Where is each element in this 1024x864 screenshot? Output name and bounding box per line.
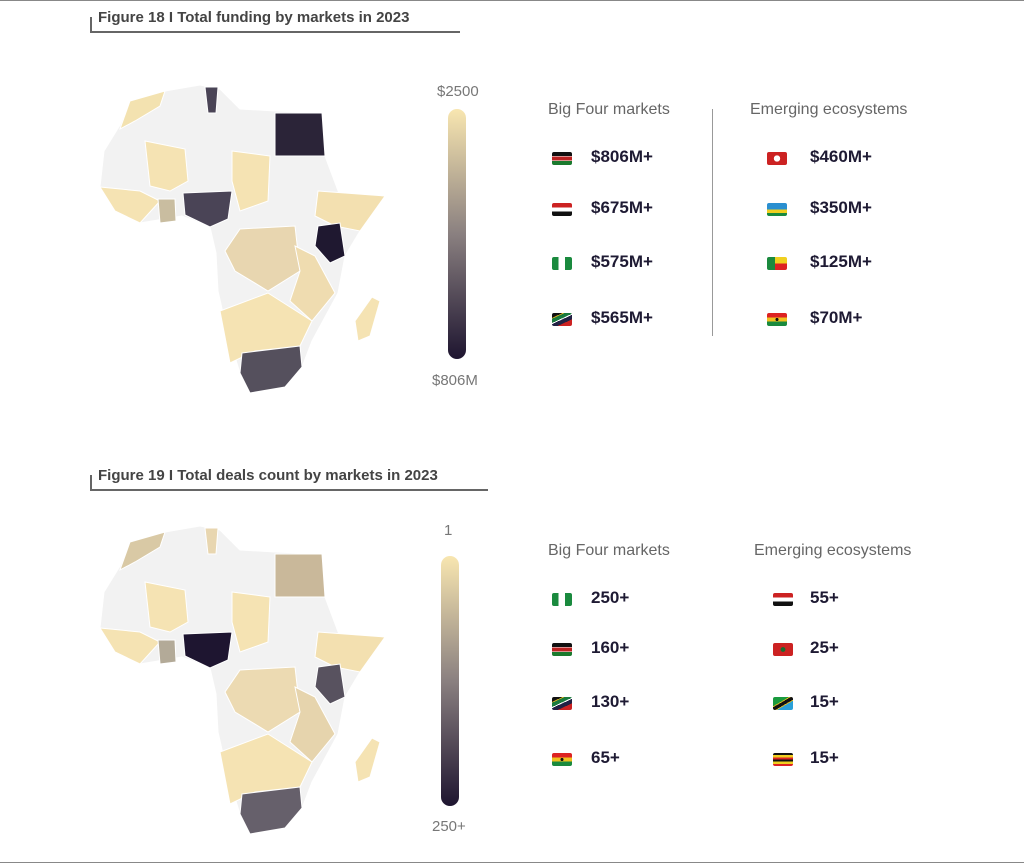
figure-title: Figure 18 I Total funding by markets in …	[98, 9, 410, 26]
tanzania-flag-icon	[773, 697, 793, 710]
big-four-header: Big Four markets	[548, 101, 670, 118]
legend-top-label: 1	[444, 522, 453, 539]
rwanda-flag-icon	[767, 203, 787, 216]
country-nigeria	[182, 631, 233, 669]
uganda-flag-icon	[773, 753, 793, 766]
country-ethiopia	[314, 190, 386, 232]
column-divider	[712, 109, 713, 336]
southafrica-flag-icon	[552, 313, 572, 326]
market-value: $675M+	[591, 198, 653, 217]
market-value: $565M+	[591, 308, 653, 327]
market-value: $575M+	[591, 252, 653, 271]
market-value: $125M+	[810, 252, 872, 271]
legend-bottom-label: 250+	[432, 818, 466, 835]
market-value: $70M+	[810, 308, 863, 327]
emerging-header: Emerging ecosystems	[754, 542, 912, 559]
market-value: 65+	[591, 748, 620, 767]
market-value: 250+	[591, 588, 630, 607]
legend-top-label: $2500	[437, 83, 479, 100]
market-value: 15+	[810, 692, 839, 711]
morocco-flag-icon	[773, 643, 793, 656]
country-westsahel	[144, 140, 189, 192]
country-southafrica	[239, 345, 303, 394]
emerging-header: Emerging ecosystems	[750, 101, 908, 118]
color-scale-bar	[441, 556, 459, 806]
country-morocco	[119, 90, 166, 131]
color-scale-bar	[448, 109, 466, 359]
country-madagascar	[354, 296, 381, 342]
country-tunisia	[204, 527, 219, 555]
southafrica-flag-icon	[552, 697, 572, 710]
country-westsahel	[144, 581, 189, 633]
nigeria-flag-icon	[552, 593, 572, 606]
africa-deals-map	[99, 525, 386, 835]
big-four-header: Big Four markets	[548, 542, 670, 559]
market-value: 130+	[591, 692, 630, 711]
ghana-flag-icon	[552, 753, 572, 766]
country-kenya	[314, 663, 346, 705]
kenya-flag-icon	[552, 643, 572, 656]
country-ghana	[157, 198, 177, 224]
country-tunisia	[204, 86, 219, 114]
country-madagascar	[354, 737, 381, 783]
country-drc	[224, 666, 301, 733]
title-underline	[90, 17, 460, 33]
benin-flag-icon	[767, 257, 787, 270]
egypt-flag-icon	[773, 593, 793, 606]
country-mali	[231, 150, 271, 212]
tunisia-flag-icon	[767, 152, 787, 165]
bottom-border	[0, 862, 1024, 863]
market-value: 15+	[810, 748, 839, 767]
country-morocco	[119, 531, 166, 572]
market-value: $350M+	[810, 198, 872, 217]
country-southafrica	[239, 786, 303, 835]
africa-funding-map	[99, 84, 386, 394]
market-value: 25+	[810, 638, 839, 657]
title-underline	[90, 475, 488, 491]
nigeria-flag-icon	[552, 257, 572, 270]
country-egypt	[274, 112, 326, 157]
market-value: 160+	[591, 638, 630, 657]
market-value: 55+	[810, 588, 839, 607]
country-kenya	[314, 222, 346, 264]
ghana-flag-icon	[767, 313, 787, 326]
country-westcoast	[99, 627, 161, 665]
country-westcoast	[99, 186, 161, 224]
legend-bottom-label: $806M	[432, 372, 478, 389]
country-mali	[231, 591, 271, 653]
country-drc	[224, 225, 301, 292]
market-value: $460M+	[810, 147, 872, 166]
egypt-flag-icon	[552, 203, 572, 216]
kenya-flag-icon	[552, 152, 572, 165]
market-value: $806M+	[591, 147, 653, 166]
figure-title: Figure 19 I Total deals count by markets…	[98, 467, 438, 484]
country-ghana	[157, 639, 177, 665]
country-nigeria	[182, 190, 233, 228]
country-ethiopia	[314, 631, 386, 673]
country-egypt	[274, 553, 326, 598]
